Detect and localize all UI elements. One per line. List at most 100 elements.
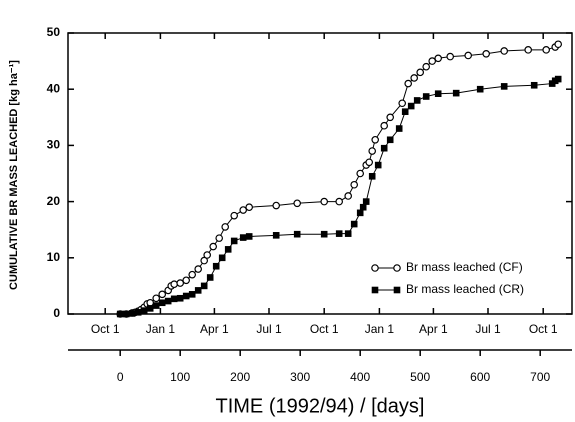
point [359,203,367,211]
point [200,256,209,265]
date-tick-label: Oct 1 [529,322,558,336]
point [272,232,280,239]
point [428,57,437,65]
point [476,85,484,93]
point [245,233,253,240]
point [188,270,197,279]
point [230,237,238,245]
date-tick-label: Jan 1 [365,322,395,336]
point [152,302,160,309]
point [230,211,239,220]
point [320,230,328,238]
point [164,297,172,305]
point [398,99,407,108]
point [386,136,394,144]
point [239,234,247,241]
y-tick-label: 0 [53,306,60,320]
point [293,230,301,238]
point [524,46,533,54]
point [374,161,382,169]
point [158,290,167,299]
point [194,265,203,273]
point [221,223,230,231]
x-tick-label: 500 [410,370,430,384]
point [176,279,185,287]
point [245,203,254,212]
point [344,230,352,237]
point [365,158,374,167]
date-tick-label: Jul 1 [256,322,282,336]
y-tick-label: 40 [47,81,61,95]
point [434,54,443,63]
point [272,201,281,210]
point [356,209,364,217]
y-tick-label: 50 [47,25,61,39]
point [407,102,415,110]
point [542,46,551,54]
point [188,291,196,298]
point [203,251,212,259]
date-tick-label: Apr 1 [200,322,229,336]
point [122,310,130,318]
point [371,135,380,144]
legend-label: Br mass leached (CR) [406,282,524,296]
point [530,81,538,89]
point [320,197,329,206]
point [209,242,218,251]
x-tick-label: 400 [350,370,370,384]
point [500,83,508,90]
point [446,52,455,61]
point [350,180,359,189]
point [158,299,166,307]
point [554,40,563,49]
point [416,68,425,77]
point [215,234,224,242]
point [452,89,460,97]
point [170,295,178,303]
point [413,97,421,104]
point [380,121,389,130]
x-tick-label: 0 [117,370,124,384]
point [206,274,214,281]
point [410,74,419,82]
date-tick-label: Oct 1 [91,322,120,336]
point [176,294,184,302]
point [200,282,208,290]
point [152,294,161,303]
point [140,307,148,314]
y-tick-label: 20 [47,194,61,208]
x-tick-label: 100 [170,370,190,384]
point [182,276,191,285]
date-tick-label: Jan 1 [146,322,176,336]
point [224,246,232,253]
point [335,230,343,237]
point [386,113,395,122]
point [395,125,403,132]
point [134,309,142,316]
point [128,310,136,317]
point [500,47,509,55]
date-tick-label: Jul 1 [475,322,501,336]
point [422,62,431,71]
date-tick-label: Apr 1 [419,322,448,336]
point [170,280,179,289]
point [194,287,202,294]
y-axis-title: CUMULATIVE BR MASS LEACHED [kg ha⁻¹] [8,60,20,290]
point [350,220,358,228]
legend-marker [393,264,401,272]
point [146,305,154,312]
point [239,206,248,214]
legend-label: Br mass leached (CF) [406,260,523,274]
legend-marker [393,286,401,294]
point [293,199,302,208]
x-tick-label: 600 [470,370,490,384]
date-tick-label: Oct 1 [310,322,339,336]
y-tick-label: 30 [47,138,61,152]
point [212,262,220,270]
point [404,79,413,88]
point [554,75,562,83]
x-tick-label: 700 [530,370,550,384]
point [362,198,370,205]
point [401,108,409,115]
